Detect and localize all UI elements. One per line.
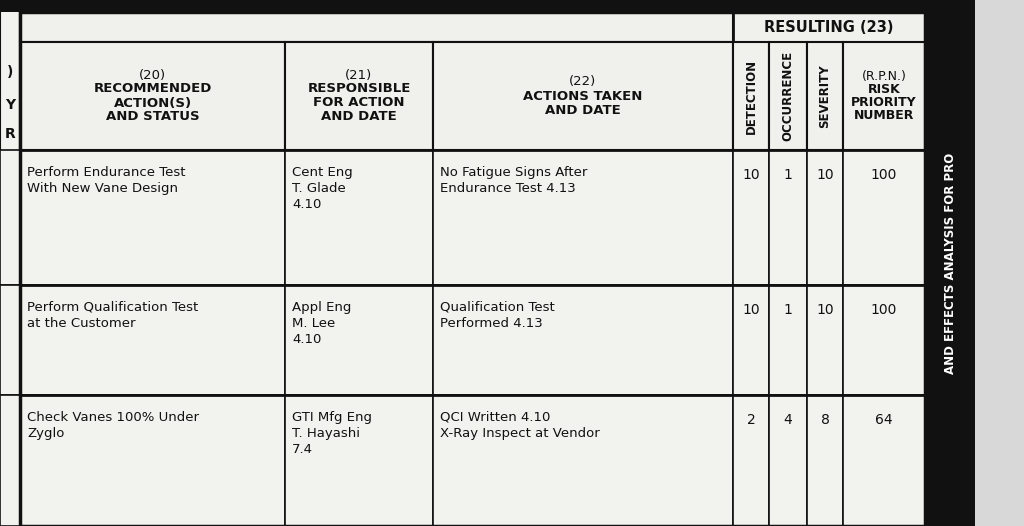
Text: 100: 100: [870, 303, 897, 317]
Bar: [433, 42, 733, 150]
Text: RISK: RISK: [867, 83, 900, 96]
Text: PRIORITY: PRIORITY: [851, 96, 916, 109]
Text: RESPONSIBLE: RESPONSIBLE: [307, 83, 411, 96]
Bar: [285, 395, 433, 526]
Text: AND STATUS: AND STATUS: [105, 110, 200, 124]
Text: T. Glade: T. Glade: [292, 182, 346, 195]
Bar: [733, 12, 925, 42]
Text: NUMBER: NUMBER: [854, 109, 914, 122]
Bar: [0, 0, 925, 12]
Bar: [20, 150, 285, 285]
Bar: [285, 42, 433, 150]
Text: RESULTING (23): RESULTING (23): [764, 19, 894, 35]
Text: 7.4: 7.4: [292, 443, 313, 456]
Text: (21): (21): [345, 68, 373, 82]
Bar: [285, 285, 433, 395]
Text: X-Ray Inspect at Vendor: X-Ray Inspect at Vendor: [440, 427, 600, 440]
Text: RECOMMENDED: RECOMMENDED: [93, 83, 212, 96]
Bar: [843, 150, 925, 285]
Bar: [0, 395, 20, 526]
Text: 1: 1: [783, 303, 793, 317]
Text: Zyglo: Zyglo: [27, 427, 65, 440]
Text: Perform Qualification Test: Perform Qualification Test: [27, 301, 199, 314]
Bar: [843, 285, 925, 395]
Bar: [20, 395, 285, 526]
Bar: [807, 42, 843, 150]
Text: 4.10: 4.10: [292, 198, 322, 211]
Text: (R.P.N.): (R.P.N.): [861, 70, 906, 83]
Text: T. Hayashi: T. Hayashi: [292, 427, 360, 440]
Bar: [769, 395, 807, 526]
Text: 4: 4: [783, 413, 793, 427]
Bar: [769, 42, 807, 150]
Bar: [20, 285, 285, 395]
Bar: [0, 150, 20, 285]
Bar: [733, 42, 769, 150]
Bar: [843, 395, 925, 526]
Text: AND EFFECTS ANALYSIS FOR PRO: AND EFFECTS ANALYSIS FOR PRO: [943, 153, 956, 373]
Text: SEVERITY: SEVERITY: [818, 64, 831, 128]
Text: ACTIONS TAKEN: ACTIONS TAKEN: [523, 89, 643, 103]
Text: Cent Eng: Cent Eng: [292, 166, 352, 179]
Text: R: R: [5, 127, 15, 141]
Text: QCI Written 4.10: QCI Written 4.10: [440, 411, 550, 424]
Text: AND DATE: AND DATE: [322, 110, 397, 124]
Bar: [433, 285, 733, 395]
Text: AND DATE: AND DATE: [545, 105, 621, 117]
Text: 100: 100: [870, 168, 897, 182]
Bar: [843, 42, 925, 150]
Bar: [925, 0, 975, 526]
Text: 4.10: 4.10: [292, 333, 322, 346]
Text: 1: 1: [783, 168, 793, 182]
Bar: [807, 150, 843, 285]
Bar: [0, 0, 20, 526]
Text: With New Vane Design: With New Vane Design: [27, 182, 178, 195]
Bar: [733, 150, 769, 285]
Bar: [733, 285, 769, 395]
Bar: [20, 12, 733, 42]
Bar: [20, 42, 285, 150]
Text: 64: 64: [876, 413, 893, 427]
Text: ACTION(S): ACTION(S): [114, 96, 191, 109]
Text: OCCURRENCE: OCCURRENCE: [781, 51, 795, 141]
Bar: [769, 285, 807, 395]
Text: Y: Y: [5, 98, 15, 112]
Bar: [433, 150, 733, 285]
Text: FOR ACTION: FOR ACTION: [313, 96, 404, 109]
Bar: [20, 0, 925, 526]
Text: 10: 10: [816, 303, 834, 317]
Bar: [769, 150, 807, 285]
Text: 10: 10: [816, 168, 834, 182]
Text: 10: 10: [742, 303, 760, 317]
Text: Performed 4.13: Performed 4.13: [440, 317, 543, 330]
Bar: [0, 285, 20, 395]
Bar: [433, 395, 733, 526]
Text: M. Lee: M. Lee: [292, 317, 335, 330]
Text: (20): (20): [139, 68, 166, 82]
Text: ): ): [7, 65, 13, 79]
Text: Endurance Test 4.13: Endurance Test 4.13: [440, 182, 575, 195]
Text: 10: 10: [742, 168, 760, 182]
Text: Perform Endurance Test: Perform Endurance Test: [27, 166, 185, 179]
Text: Check Vanes 100% Under: Check Vanes 100% Under: [27, 411, 199, 424]
Text: at the Customer: at the Customer: [27, 317, 135, 330]
Text: Appl Eng: Appl Eng: [292, 301, 351, 314]
Text: 8: 8: [820, 413, 829, 427]
Text: DETECTION: DETECTION: [744, 58, 758, 134]
Bar: [733, 395, 769, 526]
Text: 2: 2: [746, 413, 756, 427]
Text: (22): (22): [569, 75, 597, 87]
Bar: [807, 395, 843, 526]
Text: Qualification Test: Qualification Test: [440, 301, 555, 314]
Bar: [20, 12, 925, 526]
Bar: [807, 285, 843, 395]
Text: No Fatigue Signs After: No Fatigue Signs After: [440, 166, 588, 179]
Text: GTI Mfg Eng: GTI Mfg Eng: [292, 411, 372, 424]
Bar: [285, 150, 433, 285]
